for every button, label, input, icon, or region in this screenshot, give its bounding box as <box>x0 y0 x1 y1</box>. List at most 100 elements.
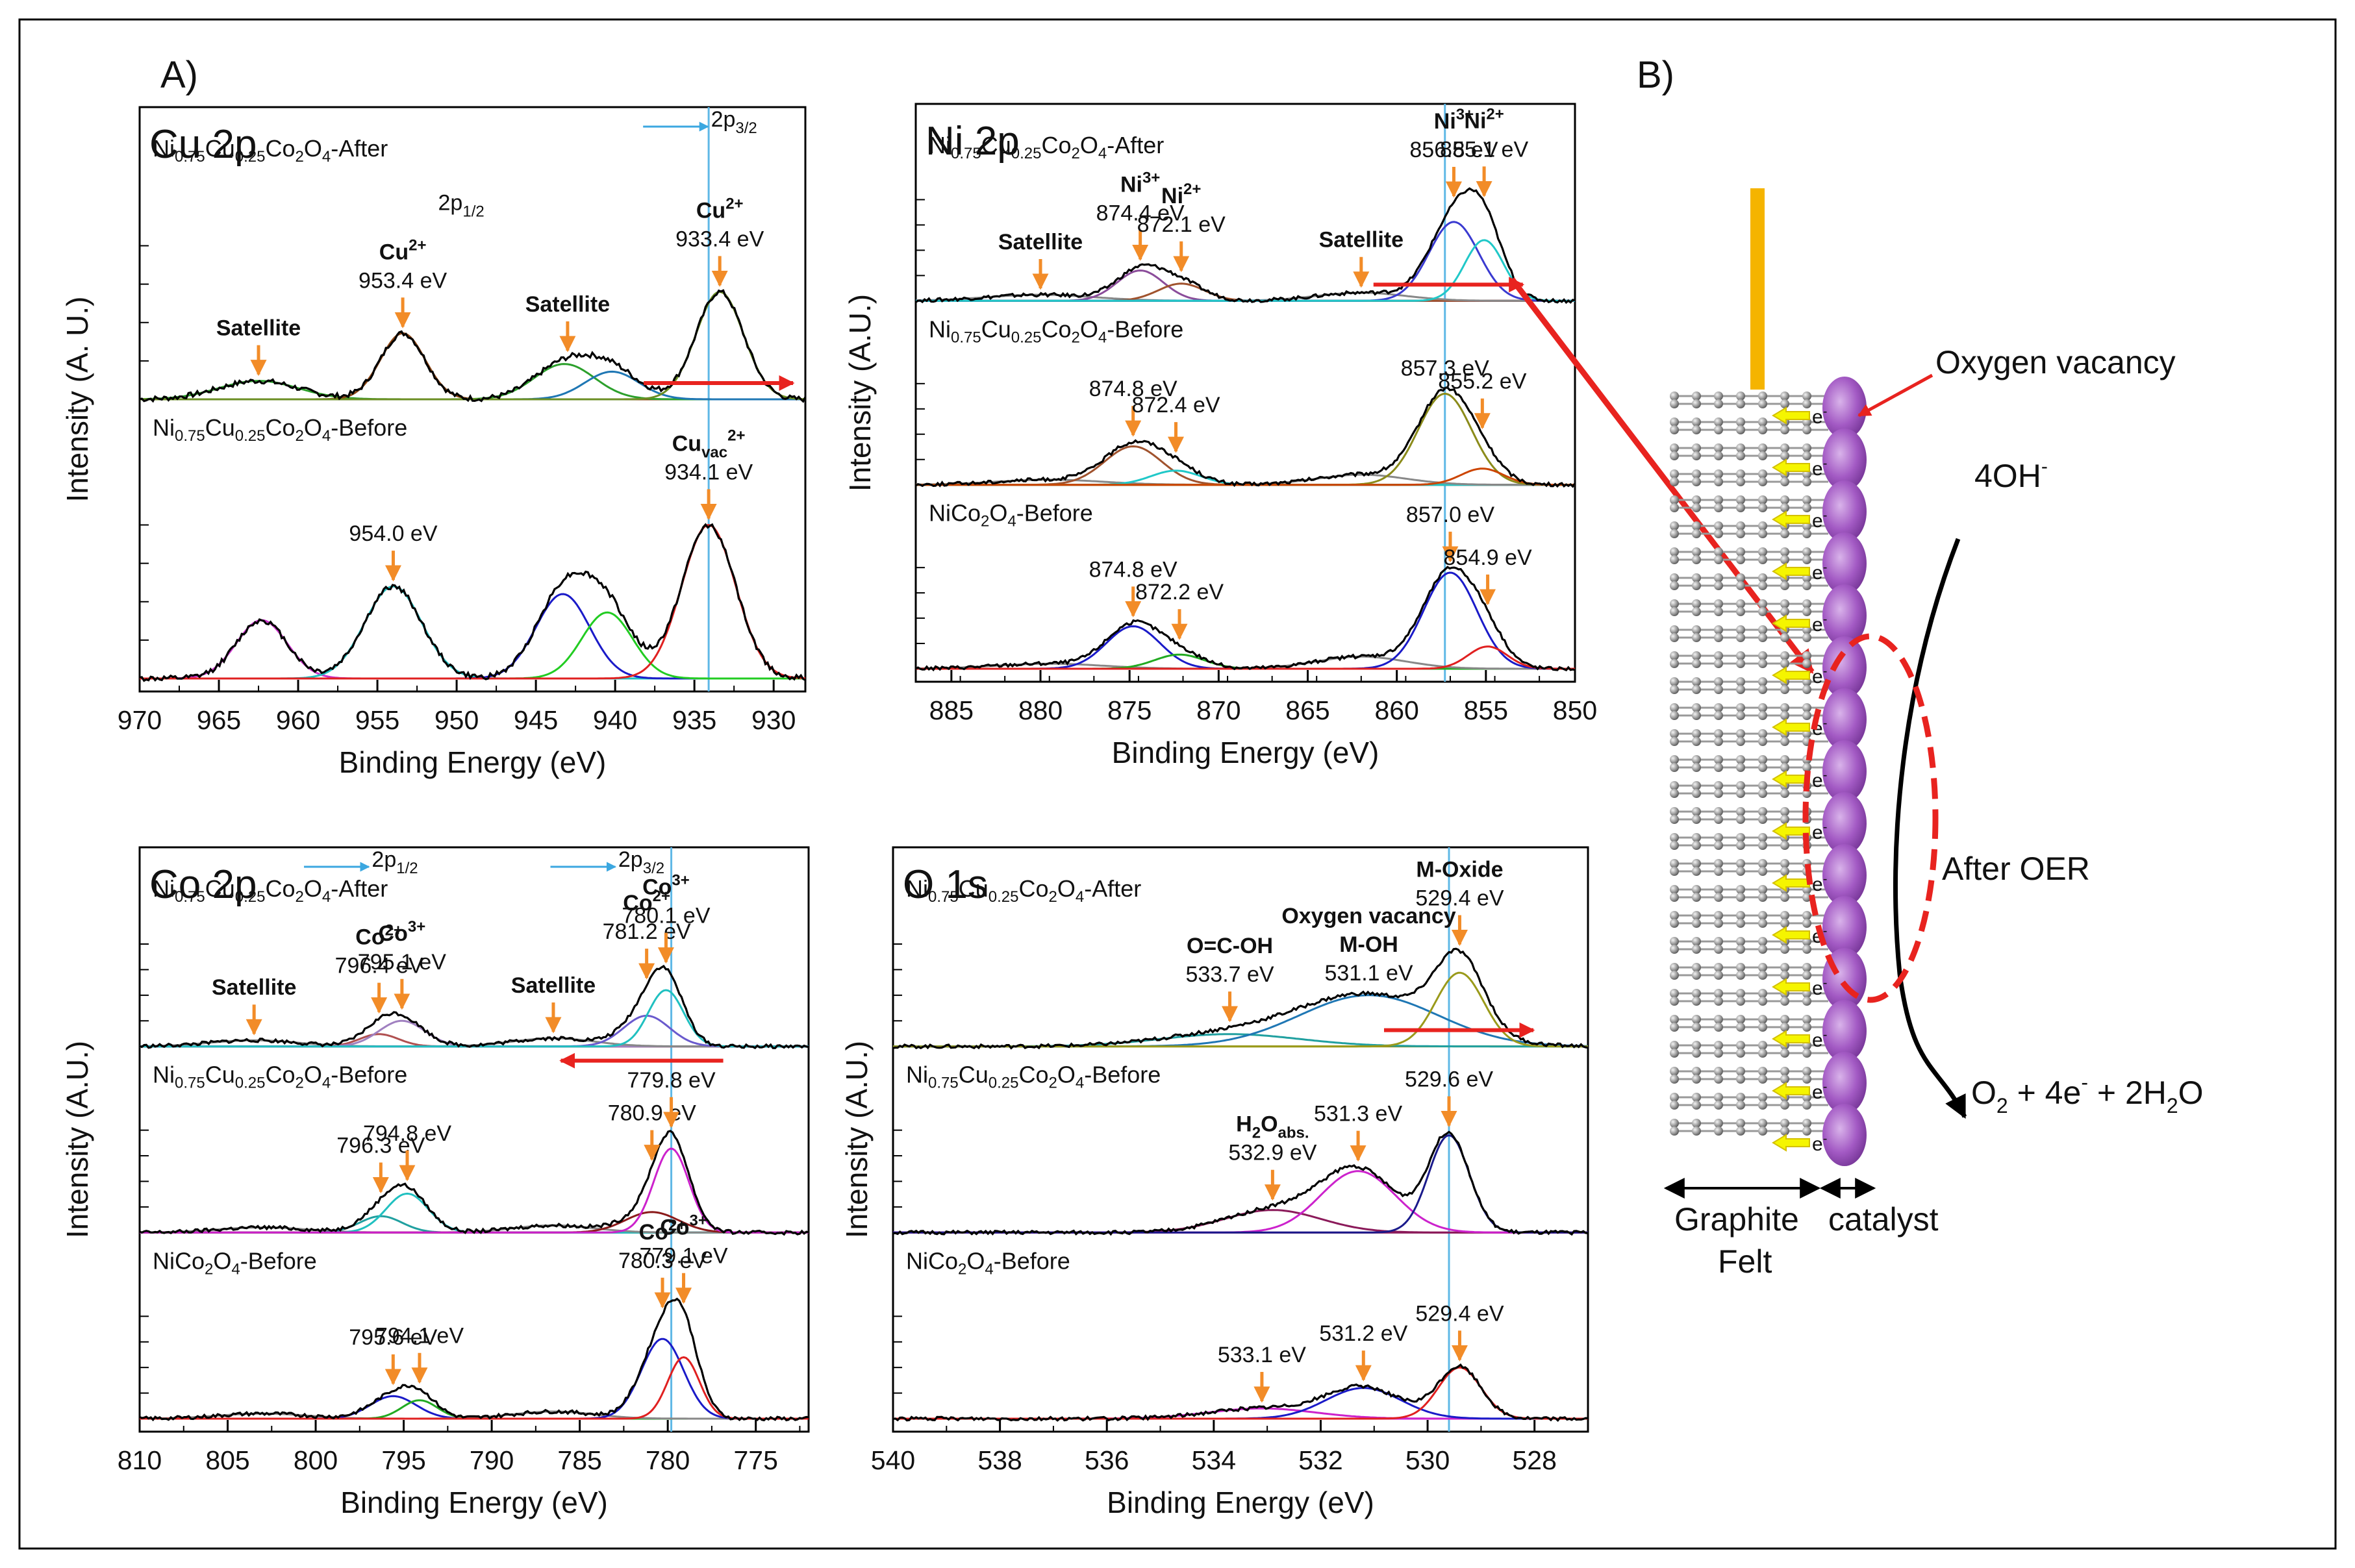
electron-transfer: e- <box>1772 1028 1827 1051</box>
graphite-atom <box>1692 737 1701 746</box>
graphite-atom <box>1802 495 1811 504</box>
x-tick-label: 810 <box>118 1445 162 1475</box>
graphite-atom <box>1758 807 1767 816</box>
peak-annotation: 872.4 eV <box>1131 393 1220 453</box>
experimental-envelope <box>915 187 1576 305</box>
peak-value: 872.2 eV <box>1135 580 1224 604</box>
x-axis-label: Binding Energy (eV) <box>339 745 607 779</box>
graphite-atom <box>1714 737 1723 746</box>
graphite-atom <box>1758 625 1767 634</box>
graphite-atom <box>1714 607 1723 616</box>
sample-label: NiCo2O4-Before <box>906 1247 1070 1278</box>
peak-value: 533.1 eV <box>1218 1343 1306 1367</box>
graphite-atom <box>1692 1067 1701 1076</box>
x-tick-label: 860 <box>1374 695 1418 725</box>
graphite-atom <box>1692 781 1701 790</box>
graphite-atom <box>1736 651 1745 660</box>
sample-label: Ni0.75Cu0.25Co2O4-Before <box>929 316 1183 346</box>
graphite-atom <box>1736 633 1745 642</box>
peak-species-extra: Oxygen vacancy <box>1281 904 1455 928</box>
peak-value: 779.8 eV <box>627 1068 716 1093</box>
graphite-atom <box>1736 1049 1745 1058</box>
graphite-atom <box>1758 997 1767 1006</box>
graphite-atom <box>1714 729 1723 738</box>
experimental-envelope <box>139 964 809 1049</box>
experimental-envelope <box>892 1130 1589 1236</box>
graphite-atom <box>1736 1041 1745 1050</box>
graphite-atom <box>1670 807 1679 816</box>
graphite-atom <box>1736 997 1745 1006</box>
graphite-atom <box>1670 1041 1679 1050</box>
peak-species: M-Oxide <box>1416 858 1503 882</box>
graphite-atom <box>1780 399 1789 408</box>
x-tick-label: 532 <box>1298 1445 1342 1475</box>
electron-transfer: e- <box>1772 820 1827 843</box>
graphite-atom <box>1758 945 1767 954</box>
graphite-atom <box>1670 625 1679 634</box>
graphite-atom <box>1692 971 1701 980</box>
graphite-atom <box>1714 685 1723 694</box>
orbital-note: 2p3/2 <box>711 107 757 137</box>
graphite-atom <box>1758 703 1767 712</box>
graphite-atom <box>1736 1119 1745 1128</box>
peak-species: Co2+ <box>623 888 670 915</box>
fitted-peak <box>140 593 805 680</box>
graphite-atom <box>1714 495 1723 504</box>
peak-value: 529.4 eV <box>1415 1301 1504 1326</box>
graphite-atom <box>1670 841 1679 850</box>
sample-label: Ni0.75Cu0.25Co2O4-After <box>906 875 1141 906</box>
catalyst-particle <box>1822 532 1867 595</box>
graphite-atom <box>1758 1015 1767 1024</box>
graphite-atom <box>1714 859 1723 868</box>
graphite-atom <box>1692 425 1701 434</box>
graphite-atom <box>1802 425 1811 434</box>
graphite-atom <box>1692 477 1701 486</box>
reaction-arrow <box>1893 538 1967 1119</box>
peak-value: 531.1 eV <box>1324 961 1413 986</box>
graphite-atom <box>1736 755 1745 764</box>
graphite-atom <box>1780 911 1789 920</box>
graphite-atom <box>1670 1049 1679 1058</box>
x-tick-label: 865 <box>1285 695 1329 725</box>
graphite-atom <box>1758 841 1767 850</box>
graphite-atom <box>1758 659 1767 668</box>
graphite-atom <box>1714 547 1723 556</box>
graphite-atom <box>1802 547 1811 556</box>
peak-species: O=C-OH <box>1187 934 1273 958</box>
peak-value: Satellite <box>998 230 1083 255</box>
graphite-atom <box>1802 893 1811 902</box>
electron-label: e- <box>1812 1132 1827 1155</box>
graphite-atom <box>1780 581 1789 590</box>
graphite-atom <box>1758 755 1767 764</box>
graphite-atom <box>1670 1119 1679 1128</box>
graphite-atom <box>1758 495 1767 504</box>
graphite-felt-lattice <box>1670 392 1828 1136</box>
peak-species: Co3+ <box>660 1212 707 1240</box>
graphite-atom <box>1670 1015 1679 1024</box>
electron-arrow <box>1772 510 1810 529</box>
experimental-envelope <box>892 1363 1589 1423</box>
graphite-atom <box>1780 867 1789 876</box>
electron-transfer: e- <box>1772 612 1827 636</box>
graphite-atom <box>1736 1093 1745 1102</box>
electron-arrows: e-e-e-e-e-e-e-e-e-e-e-e-e-e-e- <box>1772 404 1827 1155</box>
graphite-atom <box>1780 659 1789 668</box>
graphite-atom <box>1758 573 1767 582</box>
graphite-atom <box>1802 997 1811 1006</box>
catalyst-particle <box>1822 584 1867 647</box>
graphite-atom <box>1780 1119 1789 1128</box>
electron-transfer: e- <box>1772 456 1827 480</box>
graphite-atom <box>1714 1119 1723 1128</box>
peak-value: 872.1 eV <box>1137 212 1226 237</box>
experimental-envelope <box>139 523 806 682</box>
peak-value: 529.6 eV <box>1405 1067 1493 1092</box>
graphite-atom <box>1736 867 1745 876</box>
x-tick-label: 780 <box>646 1445 690 1475</box>
graphite-atom <box>1802 555 1811 564</box>
graphite-atom <box>1714 781 1723 790</box>
electron-transfer: e- <box>1772 1080 1827 1103</box>
graphite-atom <box>1692 1049 1701 1058</box>
graphite-atom <box>1714 555 1723 564</box>
graphite-atom <box>1670 989 1679 998</box>
